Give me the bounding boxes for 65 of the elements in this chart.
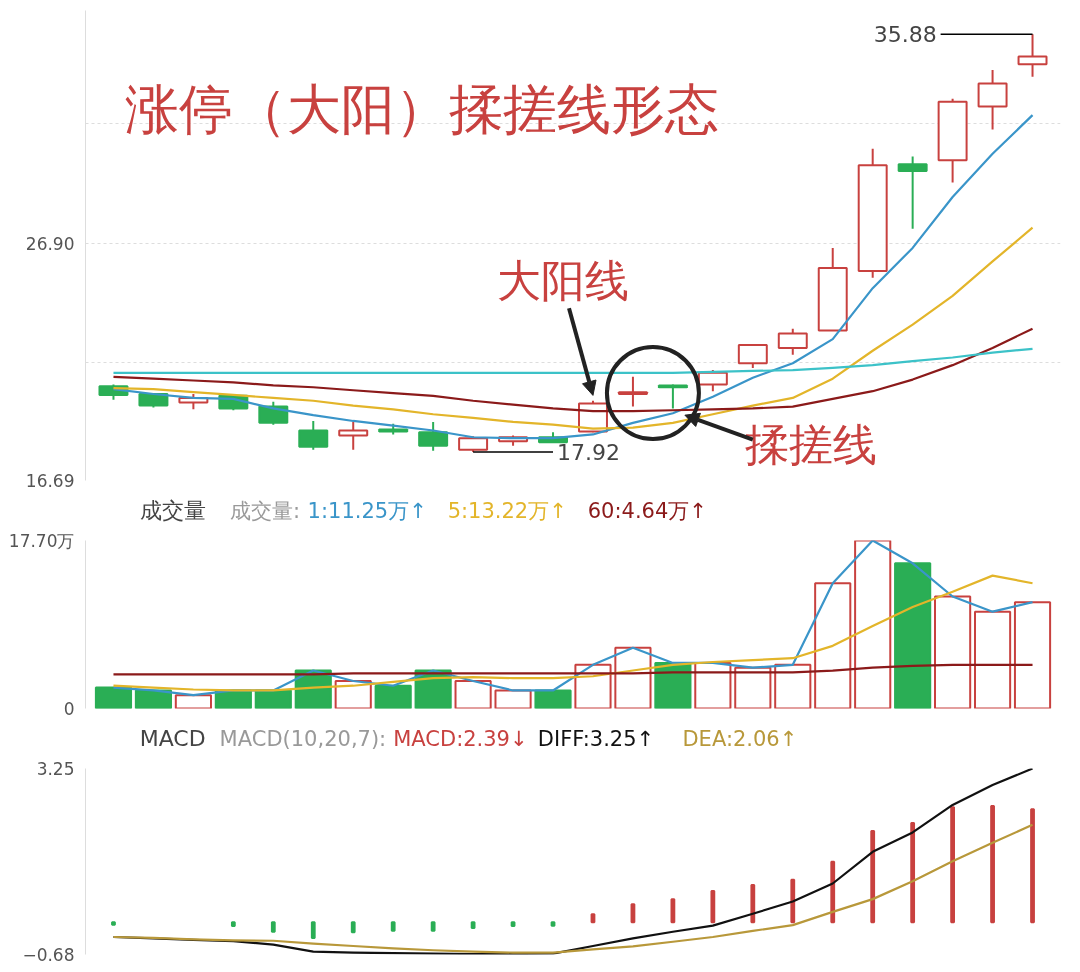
bar bbox=[350, 921, 356, 934]
candlestick bbox=[1017, 33, 1048, 78]
bar bbox=[710, 890, 716, 924]
bar bbox=[310, 921, 316, 939]
bar bbox=[973, 610, 1012, 709]
line-series bbox=[112, 574, 1034, 692]
bar bbox=[494, 689, 532, 709]
line-series bbox=[112, 347, 1034, 374]
bar bbox=[790, 878, 796, 924]
bar bbox=[910, 821, 916, 924]
chart-title: MACD bbox=[139, 726, 206, 751]
line-series bbox=[112, 663, 1034, 676]
bar bbox=[870, 829, 876, 924]
candlestick bbox=[617, 375, 648, 408]
line-series bbox=[112, 823, 1034, 954]
line-series bbox=[112, 540, 1034, 697]
bar bbox=[430, 921, 436, 932]
bar bbox=[990, 804, 995, 924]
bar bbox=[374, 684, 412, 709]
bar bbox=[894, 562, 932, 709]
bar bbox=[1030, 808, 1035, 924]
y-tick-label: 0 bbox=[63, 698, 75, 719]
bar bbox=[94, 686, 133, 709]
bar bbox=[470, 921, 476, 929]
bar bbox=[590, 913, 596, 924]
candlestick bbox=[897, 155, 928, 230]
bar bbox=[670, 898, 676, 924]
bar bbox=[614, 646, 652, 709]
text: 5:13.22万↑ bbox=[447, 498, 567, 523]
bar bbox=[174, 694, 212, 709]
y-tick-label: 16.69 bbox=[25, 471, 75, 491]
bar bbox=[950, 806, 956, 924]
legend-title: 成交量: bbox=[229, 498, 301, 523]
annotation: 大阳线 bbox=[497, 254, 630, 306]
line-series bbox=[112, 327, 1034, 413]
text: DIFF:3.25↑ bbox=[537, 726, 655, 751]
y-tick-label: 17.70万 bbox=[8, 530, 75, 551]
annotation: 揉搓线 bbox=[744, 418, 877, 470]
bar bbox=[270, 921, 276, 933]
bar bbox=[1013, 601, 1052, 709]
bar bbox=[750, 883, 756, 924]
bar bbox=[814, 582, 852, 709]
text: MACD:2.39↓ bbox=[393, 726, 528, 751]
bar bbox=[390, 921, 396, 932]
bar bbox=[830, 860, 836, 924]
y-tick-label: −0.68 bbox=[22, 945, 75, 965]
chart-title: 成交量 bbox=[139, 498, 206, 523]
bar bbox=[534, 689, 572, 709]
bar bbox=[230, 921, 236, 928]
bar bbox=[854, 540, 892, 709]
bar bbox=[774, 663, 812, 709]
legend-title: MACD(10,20,7): bbox=[219, 726, 387, 751]
annotation: 17.92 bbox=[557, 439, 620, 465]
text: 涨停（大阳）揉搓线形态 bbox=[125, 77, 720, 141]
bar bbox=[550, 921, 556, 927]
text: 1:11.25万↑ bbox=[307, 498, 427, 523]
text: 60:4.64万↑ bbox=[587, 498, 707, 523]
bar bbox=[454, 679, 492, 709]
bar bbox=[111, 921, 116, 926]
bar bbox=[934, 595, 972, 709]
y-tick-label: 3.25 bbox=[36, 759, 75, 779]
bar bbox=[510, 921, 516, 928]
text: DEA:2.06↑ bbox=[682, 726, 798, 751]
annotation: 35.88 bbox=[873, 22, 937, 48]
y-tick-label: 26.90 bbox=[25, 233, 75, 254]
